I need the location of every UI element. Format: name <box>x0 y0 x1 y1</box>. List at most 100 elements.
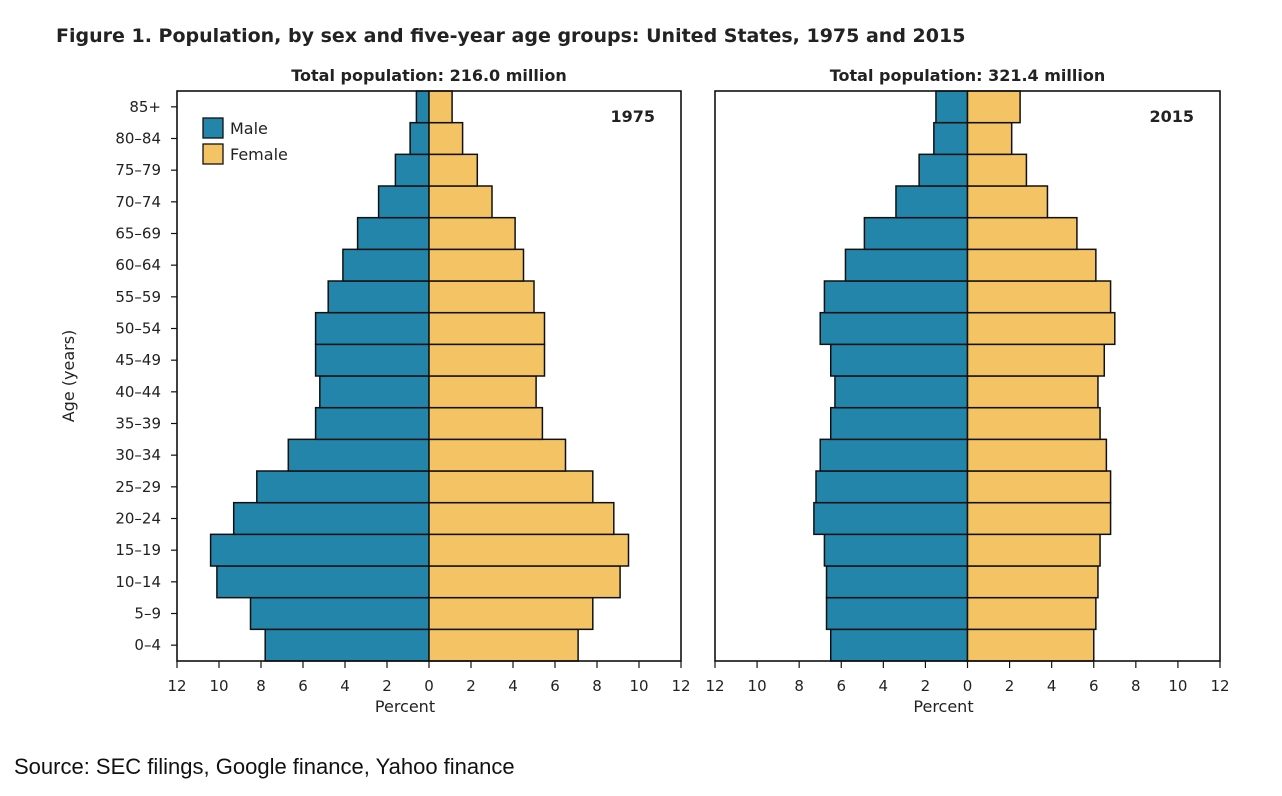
legend-male-label: Male <box>230 119 268 138</box>
female-bar <box>966 216 1078 251</box>
y-tick-label: 45–49 <box>115 351 161 369</box>
y-tick-label: 5–9 <box>134 605 161 623</box>
female-bar <box>966 438 1108 472</box>
male-bar <box>819 311 969 346</box>
x-tick-label: 6 <box>1089 677 1099 695</box>
year-label: 2015 <box>1149 107 1194 126</box>
x-tick-label: 8 <box>794 677 804 695</box>
y-tick-label: 30–34 <box>115 446 161 464</box>
male-bar <box>314 343 430 377</box>
y-tick-label: 20–24 <box>115 510 161 528</box>
female-bar <box>428 438 567 472</box>
male-bar <box>829 343 969 377</box>
y-tick-label: 55–59 <box>115 288 161 306</box>
male-bar <box>342 248 430 282</box>
x-tick-label: 10 <box>1168 677 1187 695</box>
x-tick-label: 8 <box>592 677 602 695</box>
y-tick-label: 70–74 <box>115 193 161 211</box>
panel-subtitle: Total population: 321.4 million <box>830 66 1106 85</box>
x-axis-label: Percent <box>913 697 973 716</box>
female-bar <box>966 565 1099 599</box>
female-bar <box>428 343 546 377</box>
female-bar <box>428 565 621 599</box>
female-bar <box>966 375 1099 409</box>
male-bar <box>216 565 430 599</box>
y-tick-label: 50–54 <box>115 320 161 338</box>
female-bar <box>966 311 1116 346</box>
male-bar <box>249 596 430 631</box>
x-tick-label: 4 <box>1047 677 1057 695</box>
source-note: Source: SEC filings, Google finance, Yah… <box>14 754 515 779</box>
x-tick-label: 8 <box>1131 677 1141 695</box>
panel-1975: Total population: 216.0 million 1975 0–4 5–… <box>115 66 690 716</box>
panel-2015: Total population: 321.4 million 2015 12 10 8… <box>705 66 1229 716</box>
male-bar <box>834 375 969 409</box>
female-bar <box>428 185 493 219</box>
male-bar <box>394 153 430 187</box>
male-bar <box>813 501 969 536</box>
year-label: 1975 <box>610 107 655 126</box>
male-bar <box>209 533 430 567</box>
x-tick-label: 2 <box>382 677 392 695</box>
female-bar <box>966 121 1013 156</box>
male-bar <box>825 596 969 631</box>
female-bar <box>966 185 1049 219</box>
male-bar <box>819 438 969 472</box>
y-tick-label: 25–29 <box>115 478 161 496</box>
female-bar <box>428 248 525 282</box>
male-bar <box>935 90 969 124</box>
x-tick-label: 4 <box>340 677 350 695</box>
male-bar <box>933 121 969 156</box>
male-bar <box>314 406 430 441</box>
male-bar <box>815 470 969 504</box>
female-bar <box>428 375 537 409</box>
y-tick-label: 60–64 <box>115 256 161 274</box>
male-bar <box>829 406 969 441</box>
x-tick-label: 6 <box>550 677 560 695</box>
female-bar <box>428 501 615 536</box>
x-tick-label: 12 <box>167 677 186 695</box>
male-bar <box>256 470 430 504</box>
x-tick-label: 2 <box>1005 677 1015 695</box>
panel-subtitle: Total population: 216.0 million <box>291 66 567 85</box>
female-bar <box>428 406 544 441</box>
x-tick-label: 12 <box>1210 677 1229 695</box>
x-tick-label: 10 <box>629 677 648 695</box>
male-bar <box>829 628 969 662</box>
female-bar <box>966 501 1112 536</box>
x-tick-label: 10 <box>748 677 767 695</box>
male-bar <box>825 565 969 599</box>
legend-female-label: Female <box>230 145 288 164</box>
y-tick-label: 35–39 <box>115 415 161 433</box>
x-tick-label: 4 <box>879 677 889 695</box>
female-bar <box>966 280 1112 314</box>
y-tick-label: 0–4 <box>134 636 161 654</box>
female-bar <box>966 470 1112 504</box>
y-tick-label: 80–84 <box>115 130 161 148</box>
x-tick-label: 2 <box>466 677 476 695</box>
female-bar <box>428 311 546 346</box>
x-tick-label: 0 <box>963 677 973 695</box>
female-bar <box>428 470 594 504</box>
female-bar <box>966 90 1021 124</box>
x-tick-label: 2 <box>921 677 931 695</box>
female-bar <box>428 533 630 567</box>
female-bar <box>428 121 464 156</box>
male-bar <box>319 375 430 409</box>
male-bar <box>823 533 969 567</box>
male-bar <box>844 248 969 282</box>
female-bar <box>966 153 1028 187</box>
x-tick-label: 12 <box>705 677 724 695</box>
male-bar <box>264 628 430 662</box>
y-tick-label: 65–69 <box>115 225 161 243</box>
male-bar <box>409 121 430 156</box>
y-axis-label: Age (years) <box>59 330 78 423</box>
x-tick-label: 6 <box>298 677 308 695</box>
male-bar <box>377 185 430 219</box>
y-tick-label: 75–79 <box>115 161 161 179</box>
legend-female-swatch <box>202 143 224 165</box>
x-tick-label: 10 <box>209 677 228 695</box>
y-tick-label: 15–19 <box>115 541 161 559</box>
male-bar <box>415 90 430 124</box>
